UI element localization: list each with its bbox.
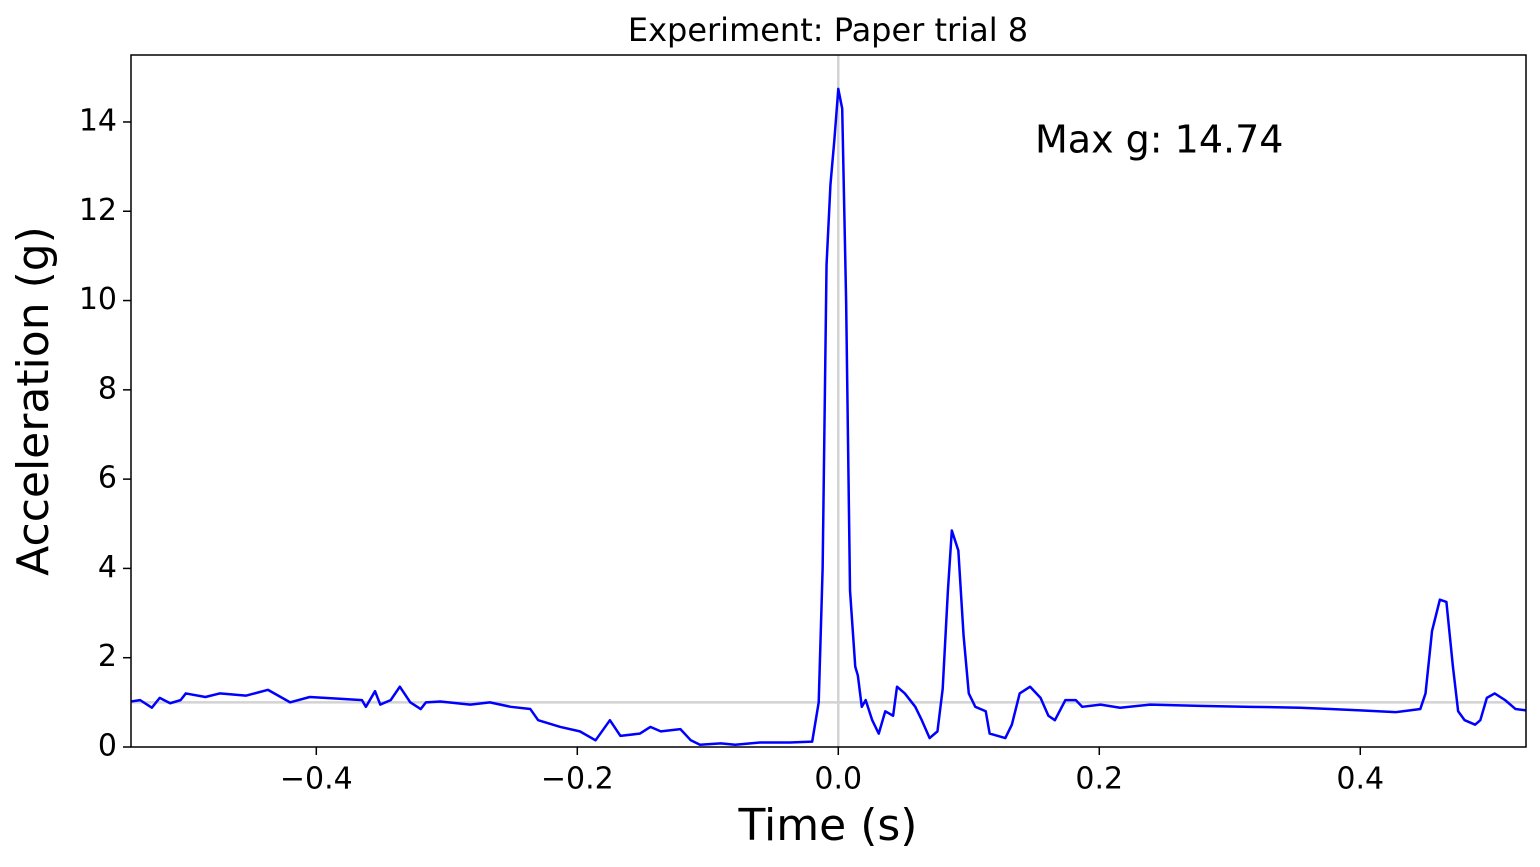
plot-frame [130,54,1527,748]
y-tick-label: 10 [79,282,117,317]
chart-title: Experiment: Paper trial 8 [628,11,1028,49]
x-tick-label: 0.4 [1336,762,1384,797]
y-tick-label: 12 [79,193,117,228]
y-tick-label: 6 [98,461,117,496]
annotation: Max g: 14.74 [1035,118,1283,162]
x-tick-label: −0.2 [541,762,614,797]
x-axis-label: Time (s) [738,800,918,851]
y-tick-label: 4 [98,550,117,585]
x-tick-label: −0.4 [280,762,353,797]
x-tick-label: 0.2 [1075,762,1123,797]
y-tick-label: 14 [79,103,117,138]
x-tick-label: 0.0 [814,762,862,797]
data-line [130,87,1527,747]
y-tick-label: 2 [98,639,117,674]
y-tick-label: 0 [98,729,117,764]
y-tick-label: 8 [98,371,117,406]
y-axis-label: Acceleration (g) [8,226,59,576]
